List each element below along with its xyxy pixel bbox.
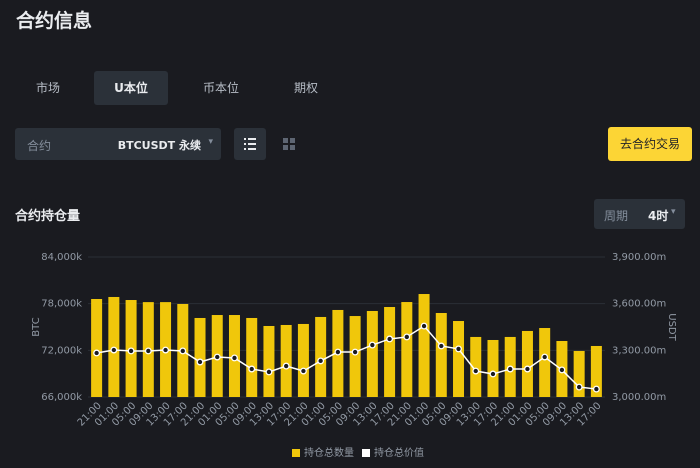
line-point bbox=[455, 345, 462, 353]
select-label: 合约 bbox=[27, 139, 52, 153]
legend-label: 持仓总数量 bbox=[304, 446, 354, 459]
bar bbox=[349, 316, 361, 397]
line-point bbox=[317, 357, 325, 365]
page-title: 合约信息 bbox=[16, 10, 93, 32]
period-label: 周期 bbox=[604, 209, 629, 223]
line-point bbox=[248, 365, 256, 373]
bar bbox=[194, 317, 206, 397]
select-value: BTCUSDT 永续 bbox=[117, 139, 201, 152]
bar bbox=[487, 339, 499, 397]
line-point bbox=[162, 346, 169, 354]
line-point bbox=[437, 342, 445, 350]
bar bbox=[280, 324, 292, 397]
bar bbox=[297, 323, 309, 397]
line-point bbox=[489, 370, 497, 378]
y-tick-label: 84,000k bbox=[41, 252, 82, 263]
caret: ▾ bbox=[671, 207, 676, 217]
y-tick-label: 66,000k bbox=[41, 392, 82, 403]
bar bbox=[315, 316, 327, 397]
contract-select[interactable]: 合约 BTCUSDT 永续 ▾ bbox=[15, 128, 221, 160]
y-tick-label: 78,000k bbox=[41, 299, 82, 310]
line-point bbox=[403, 333, 411, 341]
y-tick-label: 72,000k bbox=[41, 345, 82, 356]
bar bbox=[384, 307, 396, 397]
line-point bbox=[575, 383, 583, 391]
line-point bbox=[110, 346, 118, 354]
line bbox=[96, 325, 597, 390]
line-point bbox=[368, 341, 376, 349]
legend-swatch bbox=[292, 449, 300, 457]
y2-tick-label: 3,300.00m bbox=[612, 345, 666, 356]
line-point bbox=[592, 385, 600, 393]
bar bbox=[401, 302, 413, 397]
bar bbox=[246, 317, 258, 397]
period-value: 4时 bbox=[648, 209, 669, 223]
y2-tick-label: 3,900.00m bbox=[612, 252, 666, 263]
legend-swatch bbox=[362, 449, 370, 457]
line-point bbox=[472, 367, 480, 375]
bar bbox=[453, 321, 465, 397]
line-point bbox=[334, 348, 342, 356]
bar bbox=[435, 313, 447, 397]
caret: ▾ bbox=[208, 137, 213, 147]
line-point bbox=[541, 353, 549, 361]
bar bbox=[590, 345, 602, 397]
line-point bbox=[213, 353, 221, 361]
line-point bbox=[179, 347, 187, 355]
bar bbox=[521, 330, 533, 397]
bar bbox=[470, 336, 482, 397]
list-view[interactable] bbox=[234, 128, 266, 160]
line-point bbox=[196, 358, 204, 366]
line-point bbox=[282, 362, 290, 370]
line-point bbox=[127, 347, 135, 355]
bar bbox=[366, 310, 378, 397]
line-point bbox=[524, 365, 531, 373]
bar bbox=[263, 325, 275, 397]
grid-icon bbox=[283, 138, 295, 150]
tab[interactable]: 市场 bbox=[35, 81, 60, 95]
y2-tick-label: 3,000.00m bbox=[612, 392, 666, 403]
line-point bbox=[299, 367, 307, 375]
line-point bbox=[506, 365, 514, 373]
line-point bbox=[386, 335, 394, 343]
y2-tick-label: 3,600.00m bbox=[612, 299, 666, 310]
line-point bbox=[558, 366, 566, 374]
trade-button[interactable]: 去合约交易 bbox=[608, 127, 692, 161]
tab[interactable]: 币本位 bbox=[202, 81, 239, 95]
line-point bbox=[231, 354, 238, 362]
bar bbox=[539, 328, 551, 397]
legend-label: 持仓总价值 bbox=[374, 446, 424, 459]
y2-axis-label: USDT bbox=[666, 313, 677, 341]
y-axis-label: BTC bbox=[31, 317, 42, 336]
line-point bbox=[420, 322, 428, 330]
line-point bbox=[351, 348, 359, 356]
bar bbox=[573, 350, 585, 397]
bar bbox=[418, 294, 430, 397]
tab[interactable]: 期权 bbox=[293, 81, 318, 95]
section-title: 合约持仓量 bbox=[15, 209, 81, 224]
line-point bbox=[93, 349, 101, 357]
line-point bbox=[265, 368, 273, 376]
tab[interactable]: U本位 bbox=[94, 71, 168, 105]
period-select[interactable]: 周期 4时 ▾ bbox=[594, 199, 685, 229]
bar bbox=[91, 299, 103, 397]
line-point bbox=[144, 347, 152, 355]
grid-view[interactable] bbox=[273, 128, 305, 160]
list-icon bbox=[244, 138, 256, 150]
